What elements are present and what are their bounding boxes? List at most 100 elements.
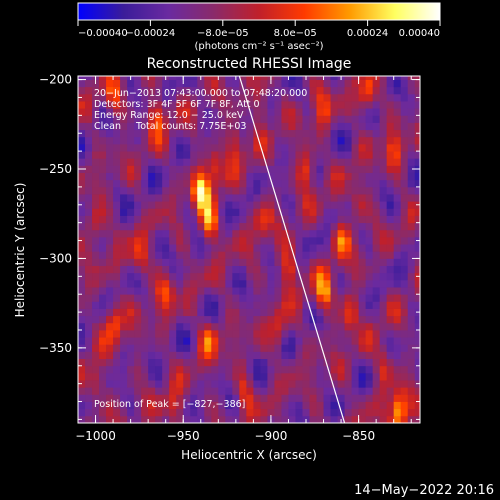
heatmap-cell bbox=[316, 79, 324, 88]
heatmap-cell bbox=[155, 79, 163, 88]
heatmap-cell bbox=[309, 258, 317, 266]
heatmap-cell bbox=[288, 122, 296, 131]
heatmap-cell bbox=[288, 201, 296, 209]
heatmap-cell bbox=[372, 387, 381, 395]
heatmap-cell bbox=[176, 344, 184, 352]
y-axis-tick-label: −300 bbox=[39, 251, 72, 265]
heatmap-cell bbox=[232, 244, 240, 252]
heatmap-cell bbox=[134, 279, 142, 288]
heatmap-cell bbox=[253, 415, 261, 423]
heatmap-cell bbox=[337, 194, 345, 202]
heatmap-cell bbox=[204, 86, 212, 95]
heatmap-cell bbox=[267, 272, 275, 281]
heatmap-cell bbox=[162, 258, 170, 266]
heatmap-cell bbox=[134, 129, 142, 138]
heatmap-cell bbox=[309, 229, 317, 238]
heatmap-cell bbox=[351, 201, 360, 209]
heatmap-cell bbox=[372, 301, 381, 309]
heatmap-cell bbox=[162, 194, 170, 202]
heatmap-cell bbox=[260, 158, 268, 166]
heatmap-cell bbox=[127, 394, 135, 402]
heatmap-cell bbox=[281, 301, 289, 309]
heatmap-cell bbox=[253, 372, 261, 381]
heatmap-cell bbox=[330, 86, 338, 95]
heatmap-cell bbox=[85, 186, 93, 195]
heatmap-cell bbox=[99, 215, 107, 224]
heatmap-cell bbox=[169, 186, 177, 195]
heatmap-cell bbox=[302, 108, 310, 116]
heatmap-cell bbox=[148, 401, 156, 410]
heatmap-cell bbox=[148, 372, 156, 381]
heatmap-cell bbox=[372, 287, 381, 295]
heatmap-cell bbox=[309, 294, 317, 302]
heatmap-cell bbox=[351, 194, 360, 202]
heatmap-cell bbox=[323, 158, 331, 166]
heatmap-cell bbox=[267, 244, 275, 252]
heatmap-cell bbox=[274, 186, 282, 195]
heatmap-cell bbox=[106, 279, 114, 288]
heatmap-cell bbox=[211, 194, 219, 202]
heatmap-cell bbox=[309, 301, 317, 309]
heatmap-cell bbox=[316, 222, 324, 231]
heatmap-cell bbox=[351, 265, 360, 274]
heatmap-cell bbox=[78, 394, 86, 402]
heatmap-cell bbox=[162, 201, 170, 209]
heatmap-cell bbox=[393, 129, 402, 138]
heatmap-cell bbox=[106, 79, 114, 88]
heatmap-cell bbox=[169, 279, 177, 288]
heatmap-cell bbox=[204, 322, 212, 331]
heatmap-cell bbox=[99, 294, 107, 302]
heatmap-cell bbox=[148, 79, 156, 88]
heatmap-cell bbox=[99, 401, 107, 410]
heatmap-cell bbox=[120, 201, 128, 209]
heatmap-cell bbox=[190, 265, 198, 274]
heatmap-cell bbox=[162, 151, 170, 159]
heatmap-cell bbox=[120, 86, 128, 95]
heatmap-cell bbox=[218, 115, 226, 123]
heatmap-cell bbox=[260, 115, 268, 123]
heatmap-cell bbox=[330, 415, 338, 423]
heatmap-cell bbox=[141, 329, 149, 338]
heatmap-cell bbox=[85, 201, 93, 209]
heatmap-cell bbox=[190, 308, 198, 317]
heatmap-cell bbox=[225, 308, 233, 317]
heatmap-cells bbox=[78, 76, 420, 423]
heatmap-cell bbox=[400, 380, 409, 388]
heatmap-cell bbox=[211, 179, 219, 188]
heatmap-cell bbox=[218, 279, 226, 288]
heatmap-cell bbox=[358, 222, 367, 231]
heatmap-cell bbox=[169, 108, 177, 116]
heatmap-cell bbox=[176, 76, 184, 80]
heatmap-cell bbox=[204, 337, 212, 345]
heatmap-cell bbox=[113, 122, 121, 131]
heatmap-cell bbox=[281, 86, 289, 95]
heatmap-cell bbox=[351, 279, 360, 288]
heatmap-cell bbox=[330, 337, 338, 345]
heatmap-cell bbox=[183, 279, 191, 288]
heatmap-cell bbox=[386, 401, 395, 410]
heatmap-cell bbox=[337, 179, 345, 188]
heatmap-cell bbox=[225, 315, 233, 324]
heatmap-cell bbox=[176, 258, 184, 266]
heatmap-cell bbox=[169, 201, 177, 209]
heatmap-cell bbox=[372, 372, 381, 381]
heatmap-cell bbox=[253, 108, 261, 116]
heatmap-cell bbox=[141, 151, 149, 159]
heatmap-cell bbox=[134, 215, 142, 224]
heatmap-cell bbox=[148, 179, 156, 188]
heatmap-cell bbox=[365, 115, 374, 123]
heatmap-cell bbox=[120, 329, 128, 338]
heatmap-cell bbox=[232, 265, 240, 274]
heatmap-cell bbox=[169, 115, 177, 123]
heatmap-cell bbox=[288, 229, 296, 238]
heatmap-cell bbox=[78, 208, 86, 216]
heatmap-cell bbox=[162, 136, 170, 145]
heatmap-cell bbox=[120, 186, 128, 195]
heatmap-cell bbox=[246, 115, 254, 123]
heatmap-cell bbox=[253, 86, 261, 95]
heatmap-cell bbox=[239, 93, 247, 102]
heatmap-cell bbox=[204, 272, 212, 281]
heatmap-cell bbox=[141, 415, 149, 423]
heatmap-cell bbox=[183, 301, 191, 309]
heatmap-cell bbox=[183, 165, 191, 173]
